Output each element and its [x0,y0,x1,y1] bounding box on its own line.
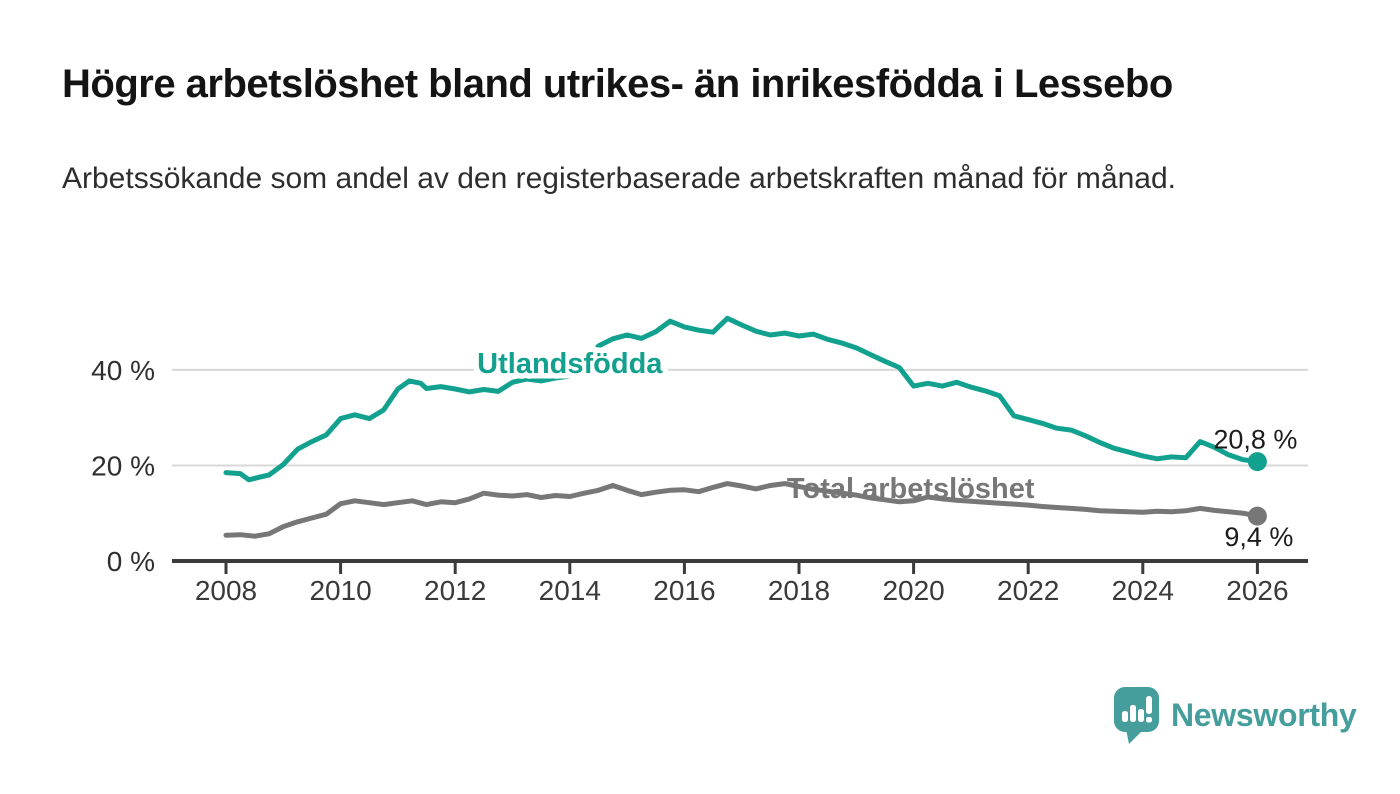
series-endpoint-utlandsfodda [1247,452,1267,472]
x-tick-label: 2024 [1112,575,1174,606]
newsworthy-logo-icon [1114,687,1159,744]
series-end-value-utlandsfodda: 20,8 % [1213,425,1297,455]
series-end-value-total-arbetsloshet: 9,4 % [1224,522,1293,552]
x-tick-label: 2018 [768,575,830,606]
series-line-utlandsfodda [223,315,1260,483]
line-chart: 0 % 20 % 40 % 2008 2010 2012 2014 2016 2018 2020 2… [91,315,1308,606]
x-tick-label: 2020 [882,575,944,606]
x-tick-label: 2010 [309,575,371,606]
newsworthy-wordmark: Newsworthy [1171,696,1357,733]
series-endpoint-total-arbetsloshet [1247,506,1267,526]
series-label-total-arbetsloshet: Total arbetslöshet [787,473,1035,505]
y-tick-label: 20 % [91,450,155,481]
x-tick-label: 2026 [1226,575,1288,606]
x-tick-label: 2022 [997,575,1059,606]
series-line-total-arbetsloshet [223,481,1260,539]
x-tick-label: 2012 [424,575,486,606]
x-tick-label: 2016 [653,575,715,606]
chart-subtitle: Arbetssökande som andel av den registerb… [62,162,1176,195]
series-label-utlandsfodda: Utlandsfödda [477,348,663,380]
x-tick-label: 2008 [195,575,257,606]
y-tick-label: 40 % [91,355,155,386]
newsworthy-logo: Newsworthy [1113,686,1357,744]
x-tick-label: 2014 [539,575,601,606]
chart-title: Högre arbetslöshet bland utrikes- än inr… [62,62,1173,106]
y-tick-label: 0 % [107,546,155,577]
